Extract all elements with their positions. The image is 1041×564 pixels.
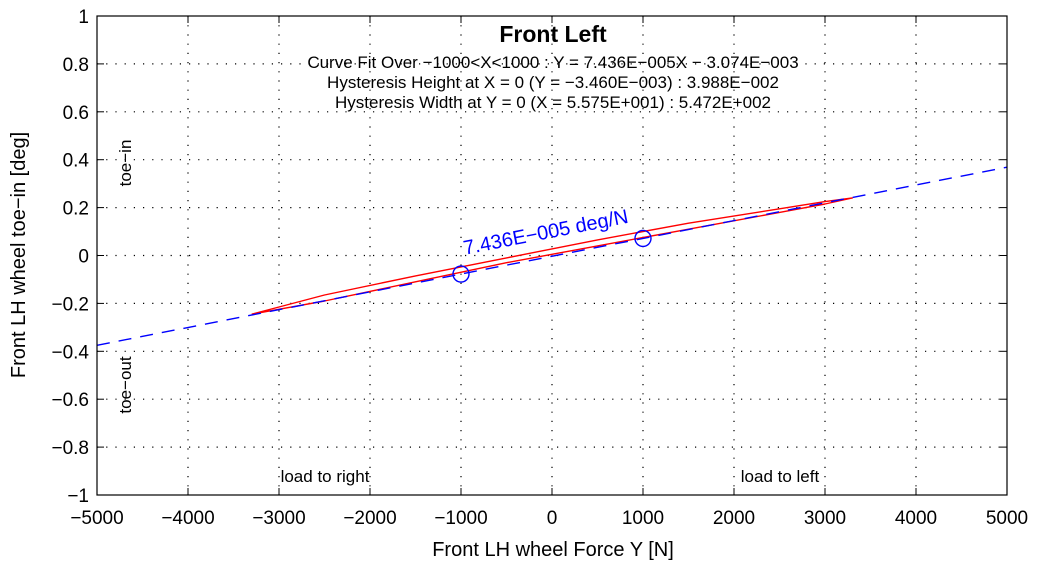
x-tick-label: 3000 (804, 508, 846, 529)
subtitle-line-3: Hysteresis Width at Y = 0 (X = 5.575E+00… (335, 93, 771, 112)
y-tick-label: −0.8 (51, 438, 89, 459)
y-tick-label: 0.4 (63, 151, 90, 172)
x-tick-label: 1000 (622, 508, 664, 529)
y-tick-label: −0.6 (51, 390, 89, 411)
fit-marker-circle (634, 229, 652, 248)
y-axis-label: Front LH wheel toe−in [deg] (8, 132, 30, 378)
x-tick-label: 4000 (895, 508, 937, 529)
x-tick-label: −4000 (161, 508, 214, 529)
x-tick-label: −1000 (434, 508, 487, 529)
x-tick-label: −3000 (252, 508, 305, 529)
load-to-left-label: load to left (741, 467, 820, 486)
x-tick-label: 0 (547, 508, 558, 529)
y-tick-label: −0.2 (51, 294, 89, 315)
y-tick-label: 1 (78, 7, 89, 28)
x-tick-label: −5000 (70, 508, 123, 529)
toe-out-label: toe−out (116, 356, 135, 413)
y-tick-label: 0.8 (63, 55, 89, 76)
y-tick-label: 0 (78, 247, 89, 268)
subtitle-line-2: Hysteresis Height at X = 0 (Y = −3.460E−… (327, 73, 779, 92)
fit-line (96, 166, 1008, 346)
y-tick-label: 0.6 (63, 103, 89, 124)
x-axis-label: Front LH wheel Force Y [N] (432, 539, 674, 561)
x-tick-label: 2000 (713, 508, 755, 529)
plot-content (96, 166, 1008, 346)
y-tick-label: 0.2 (63, 199, 89, 220)
grid (97, 16, 1007, 495)
y-tick-label: −0.4 (51, 342, 89, 363)
x-tick-label: −2000 (343, 508, 396, 529)
toe-in-label: toe−in (116, 140, 135, 187)
x-tick-label: 5000 (986, 508, 1028, 529)
y-tick-label: −1 (67, 486, 89, 507)
subtitle-line-1: Curve Fit Over −1000<X<1000 : Y = 7.436E… (307, 53, 798, 72)
load-to-right-label: load to right (281, 467, 370, 486)
fit-marker-circle (452, 265, 470, 283)
chart-title: Front Left (499, 21, 607, 47)
ticks: −5000 −4000 −3000 −2000 −1000 0 1000 2000 3000 40… (51, 7, 1028, 529)
